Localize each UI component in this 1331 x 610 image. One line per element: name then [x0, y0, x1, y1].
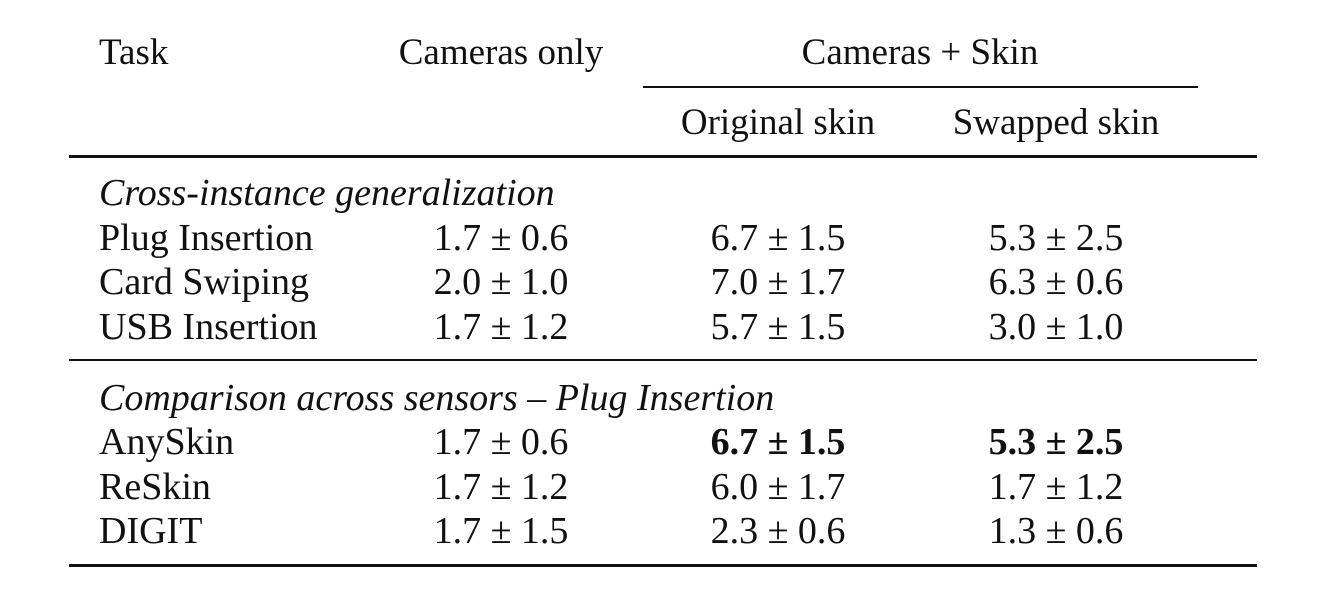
- table-cell-swapped-skin: 5.3 ± 2.5: [988, 217, 1124, 259]
- table-row-task: Card Swiping: [99, 261, 310, 303]
- table-cell-original-skin: 5.7 ± 1.5: [710, 306, 846, 348]
- table-cell-cameras-only: 1.7 ± 0.6: [433, 421, 569, 463]
- table-cell-cameras-only: 2.0 ± 1.0: [433, 261, 569, 303]
- table-cell-cameras-only: 1.7 ± 1.5: [433, 510, 569, 552]
- table-cell-original-skin-best: 6.7 ± 1.5: [710, 421, 846, 463]
- table-cell-original-skin: 2.3 ± 0.6: [710, 510, 846, 552]
- table-bottom-rule: [69, 564, 1257, 567]
- table-cell-original-skin: 6.7 ± 1.5: [710, 217, 846, 259]
- table-cell-original-skin: 6.0 ± 1.7: [710, 466, 846, 508]
- table-row-task: DIGIT: [99, 510, 203, 552]
- header-original-skin: Original skin: [680, 102, 876, 143]
- header-cameras-only: Cameras only: [398, 32, 604, 73]
- table-cell-cameras-only: 1.7 ± 0.6: [433, 217, 569, 259]
- table-row-task: USB Insertion: [99, 306, 318, 348]
- header-bottom-rule: [69, 155, 1257, 158]
- header-cameras-skin: Cameras + Skin: [801, 32, 1039, 73]
- section-title-sensor-comparison: Comparison across sensors – Plug Inserti…: [99, 377, 775, 419]
- header-swapped-skin: Swapped skin: [952, 102, 1160, 143]
- table-cell-cameras-only: 1.7 ± 1.2: [433, 306, 569, 348]
- header-group-rule: [643, 86, 1198, 88]
- header-task: Task: [99, 32, 169, 73]
- table-cell-swapped-skin: 1.7 ± 1.2: [988, 466, 1124, 508]
- table-cell-swapped-skin: 3.0 ± 1.0: [988, 306, 1124, 348]
- section-title-cross-instance: Cross-instance generalization: [99, 172, 555, 214]
- table-row-task: ReSkin: [99, 466, 211, 508]
- section-divider-rule: [69, 359, 1257, 361]
- table-cell-swapped-skin: 1.3 ± 0.6: [988, 510, 1124, 552]
- table-cell-cameras-only: 1.7 ± 1.2: [433, 466, 569, 508]
- table-row-task: AnySkin: [99, 421, 235, 463]
- table-row-task: Plug Insertion: [99, 217, 314, 259]
- table-cell-swapped-skin: 6.3 ± 0.6: [988, 261, 1124, 303]
- table-cell-swapped-skin-best: 5.3 ± 2.5: [988, 421, 1124, 463]
- table-cell-original-skin: 7.0 ± 1.7: [710, 261, 846, 303]
